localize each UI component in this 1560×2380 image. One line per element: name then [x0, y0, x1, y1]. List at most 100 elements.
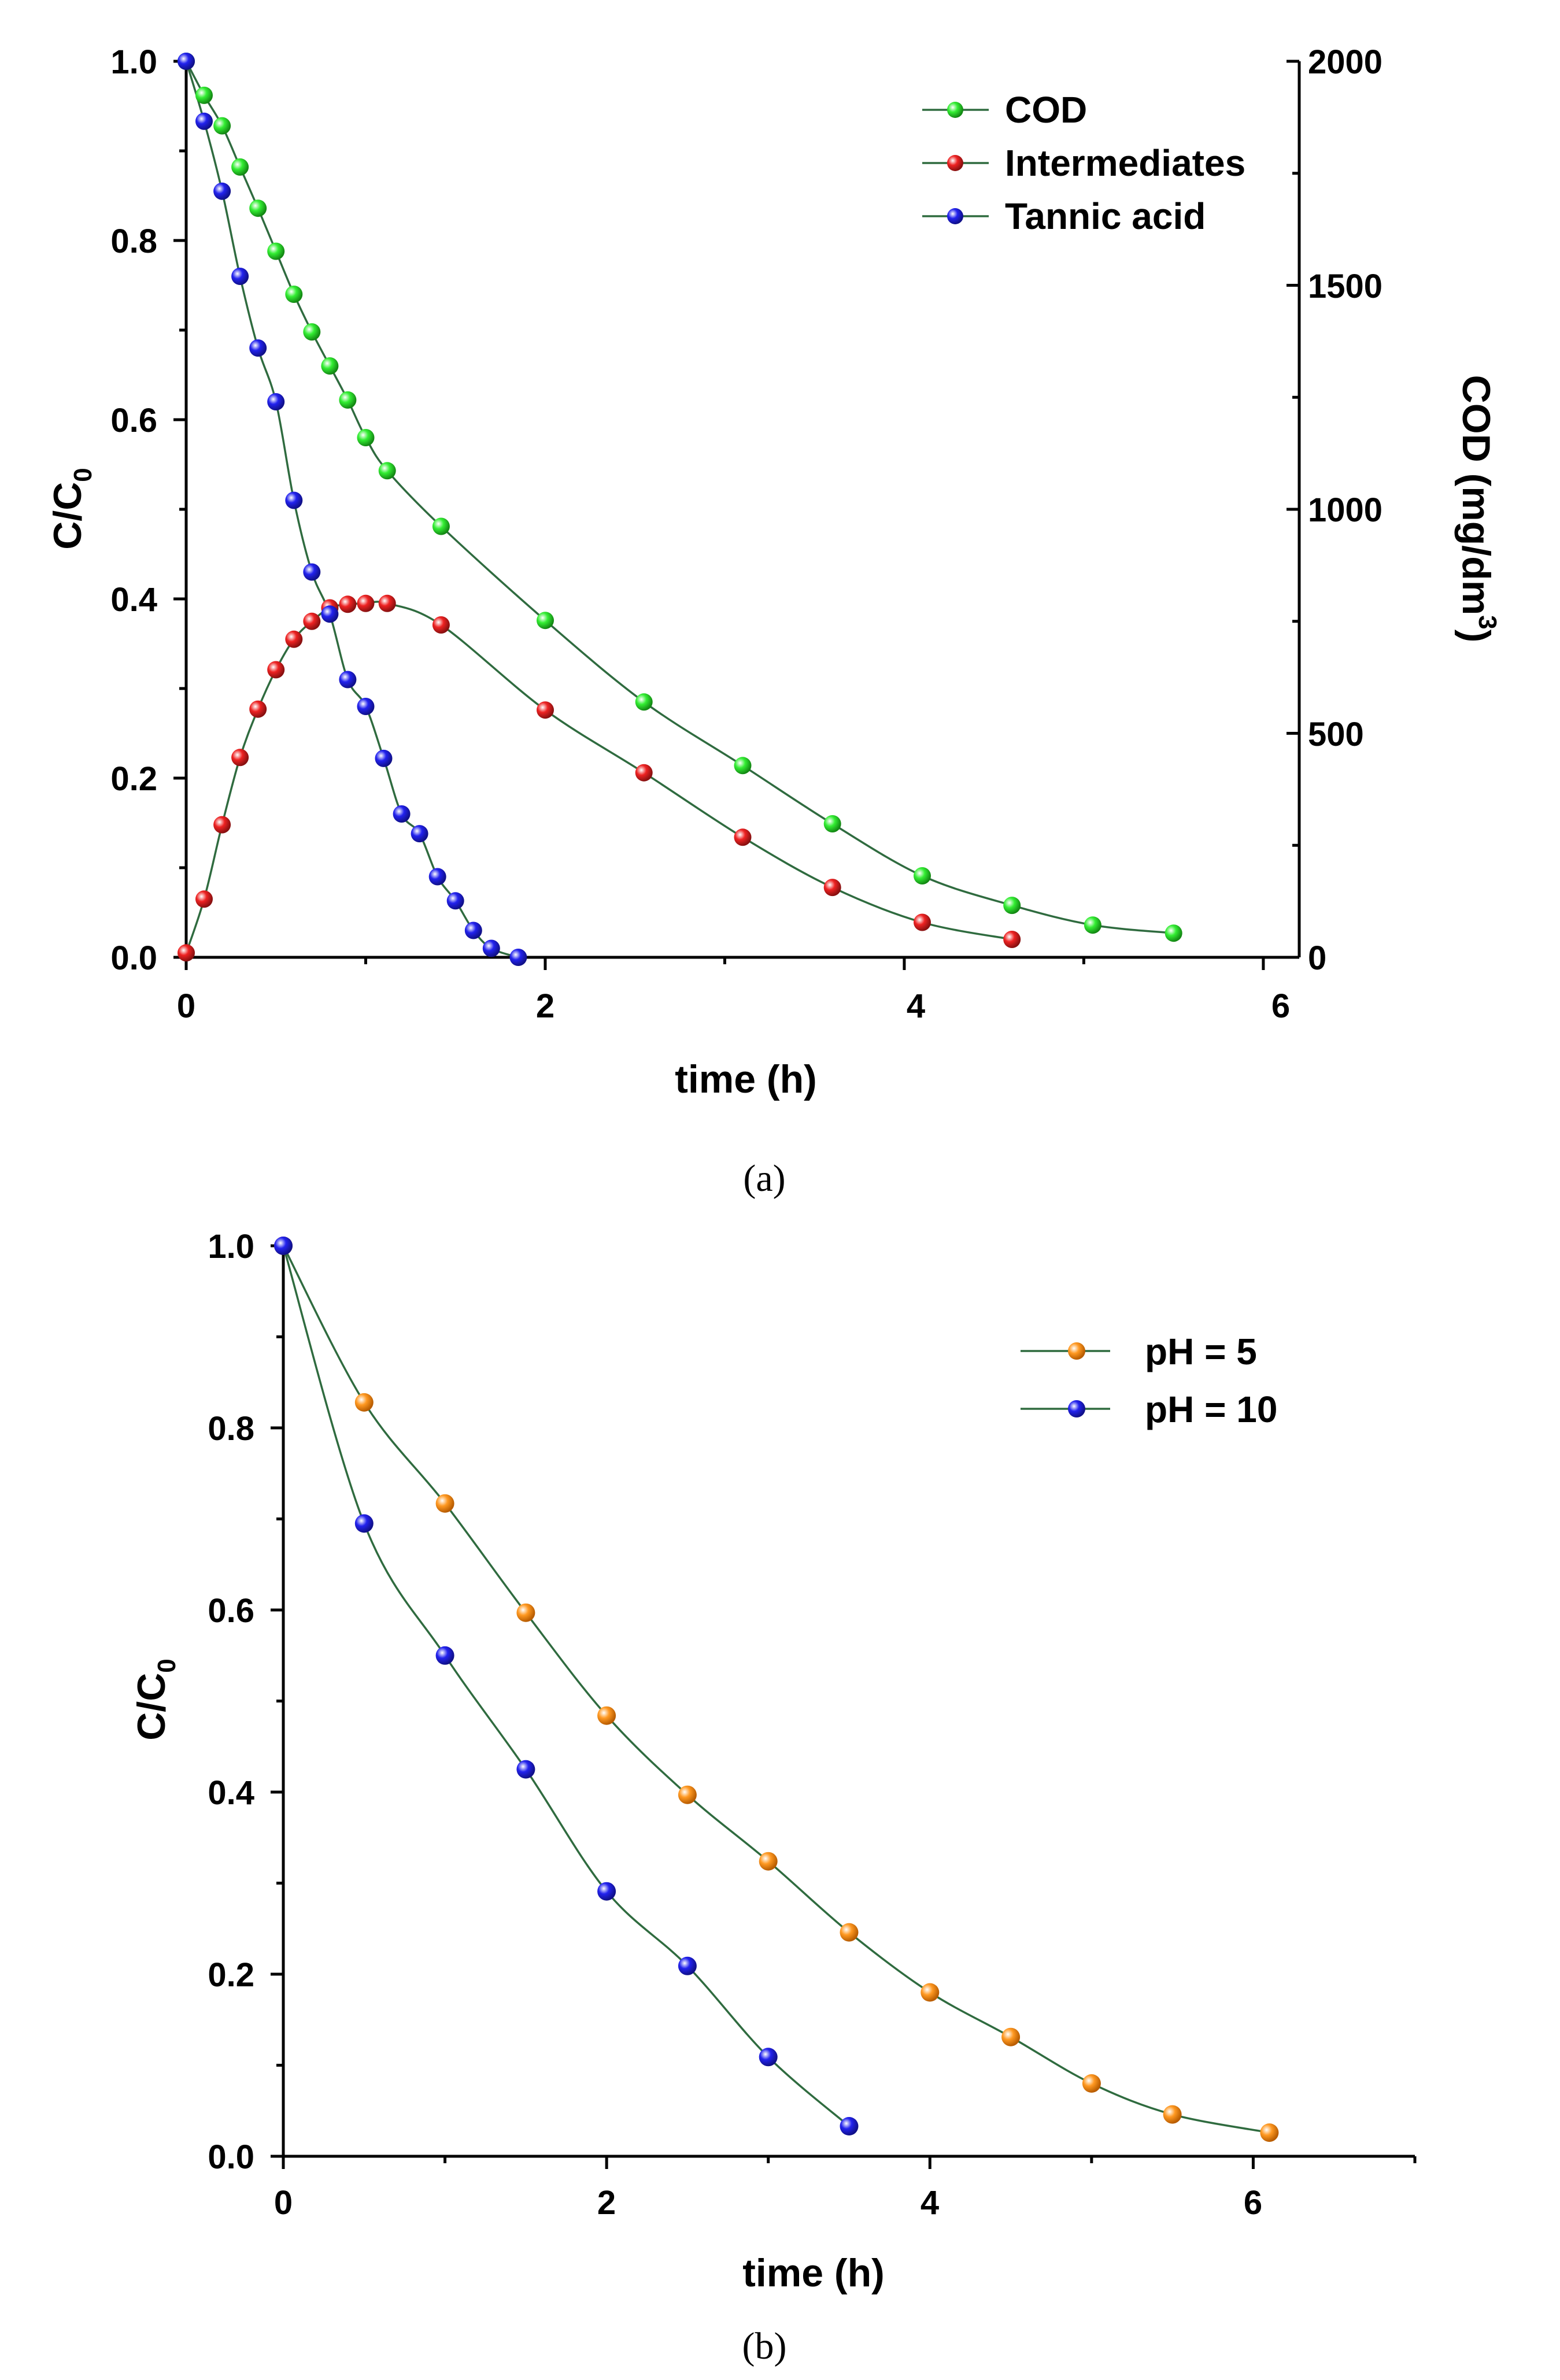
chart-b-y-axis-title-sub: 0 — [153, 1659, 181, 1672]
data-point-cod — [914, 867, 931, 884]
data-point-cod — [231, 158, 249, 176]
data-point-tannic-acid — [428, 868, 446, 886]
data-point-ph-5 — [840, 1923, 859, 1942]
legend-marker-ph5 — [1068, 1342, 1085, 1360]
chart-b-ytick-label: 0.0 — [208, 2138, 254, 2176]
data-point-ph-5 — [1001, 2027, 1021, 2046]
data-point-cod — [303, 323, 321, 341]
data-point-ph-5 — [678, 1785, 697, 1804]
data-point-cod — [432, 517, 450, 535]
data-point-tannic-acid — [482, 939, 500, 957]
data-point-cod — [1003, 897, 1021, 915]
data-point-cod — [357, 429, 375, 446]
chart-a-xtick-label: 0 — [177, 987, 195, 1025]
data-point-cod — [378, 462, 396, 480]
data-point-intermediates — [1003, 931, 1021, 948]
chart-a-panel-label: (a) — [743, 1157, 785, 1200]
data-point-cod — [1165, 924, 1182, 942]
series-line-ph-5 — [282, 1245, 1270, 2134]
chart-b-ytick-label: 0.2 — [208, 1956, 254, 1994]
data-point-ph-10 — [516, 1760, 535, 1779]
data-point-ph-5 — [1260, 2123, 1279, 2142]
data-point-ph-5 — [435, 1494, 454, 1513]
data-point-intermediates — [267, 661, 285, 679]
data-point-intermediates — [914, 913, 931, 931]
data-point-tannic-acid — [213, 182, 231, 200]
data-point-ph-5 — [516, 1603, 535, 1622]
chart-a-ytick-label: 0.0 — [110, 939, 157, 977]
data-point-tannic-acid — [411, 825, 428, 843]
data-point-cod — [213, 117, 231, 135]
data-point-intermediates — [285, 630, 303, 648]
legend-marker-cod — [947, 102, 963, 118]
chart-b-legend: pH = 5 pH = 10 — [1021, 1331, 1277, 1430]
chart-b-panel-label: (b) — [742, 2325, 787, 2367]
data-point-intermediates — [213, 816, 231, 834]
data-point-intermediates — [734, 828, 752, 846]
chart-a-markers — [178, 53, 1182, 966]
data-point-ph-10 — [435, 1646, 454, 1665]
series-line-intermediates — [185, 601, 1012, 953]
data-point-cod — [339, 391, 357, 409]
data-point-tannic-acid — [375, 749, 393, 767]
data-point-tannic-acid — [393, 805, 411, 823]
data-point-tannic-acid — [446, 892, 464, 910]
chart-b-ytick-label: 1.0 — [208, 1228, 254, 1265]
chart-a-y2tick-label: 500 — [1308, 716, 1364, 753]
legend-marker-tannic-acid — [947, 208, 963, 224]
data-point-cod — [249, 199, 267, 217]
chart-a-xtick-label: 2 — [536, 987, 554, 1025]
chart-a-y2tick-label: 1000 — [1308, 491, 1382, 529]
data-point-ph-5 — [921, 1983, 940, 2002]
data-point-intermediates — [339, 595, 357, 613]
data-point-ph-10 — [678, 1956, 697, 1975]
data-point-tannic-acid — [195, 112, 213, 130]
data-point-cod — [823, 815, 841, 832]
data-point-ph-10 — [840, 2117, 859, 2135]
chart-a-y2-axis-title-sup: 3 — [1473, 615, 1502, 629]
data-point-intermediates — [303, 612, 321, 630]
chart-a: 0 2 4 6 0.0 0.2 0.4 0.6 0.8 1.0 0 500 10… — [46, 43, 1502, 1200]
data-point-cod — [734, 757, 752, 775]
chart-b-ytick-label: 0.4 — [208, 1774, 254, 1812]
chart-a-y2tick-label: 0 — [1308, 939, 1326, 977]
chart-b-y-axis-title-main: C/C — [130, 1673, 173, 1741]
data-point-ph-10 — [354, 1514, 374, 1533]
chart-b-lines — [282, 1245, 1270, 2134]
chart-a-xtick-label: 6 — [1271, 987, 1290, 1025]
data-point-ph-5 — [597, 1706, 616, 1725]
chart-a-y-axis-title-main: C/C — [46, 482, 90, 550]
chart-a-ytick-label: 0.4 — [110, 581, 157, 619]
chart-a-y2-axis-title-main: COD (mg/dm — [1454, 375, 1498, 616]
chart-b-xtick-label: 4 — [921, 2184, 939, 2222]
chart-a-y-axis-title-sub: 0 — [69, 468, 97, 482]
chart-b-xtick-label: 2 — [597, 2184, 616, 2222]
chart-a-ytick-label: 0.6 — [110, 402, 157, 439]
chart-a-y2tick-label: 2000 — [1308, 43, 1382, 81]
chart-b-xtick-label: 0 — [274, 2184, 293, 2222]
legend-label-ph10: pH = 10 — [1145, 1389, 1277, 1430]
data-point-tannic-acid — [339, 671, 357, 689]
data-point-tannic-acid — [178, 53, 195, 70]
data-point-tannic-acid — [464, 921, 482, 939]
data-point-intermediates — [823, 879, 841, 897]
chart-b-xtick-label: 6 — [1244, 2184, 1262, 2222]
data-point-intermediates — [635, 764, 653, 782]
data-point-intermediates — [249, 700, 267, 718]
data-point-intermediates — [178, 944, 195, 962]
chart-a-x-axis-title: time (h) — [675, 1057, 817, 1101]
chart-b-y-axis-title: C/C0 — [130, 1659, 181, 1741]
data-point-cod — [195, 86, 213, 104]
chart-b-x-axis-title: time (h) — [742, 2251, 885, 2295]
data-point-tannic-acid — [509, 949, 527, 966]
chart-a-ytick-label: 0.8 — [110, 223, 157, 260]
data-point-tannic-acid — [267, 393, 285, 410]
data-point-cod — [537, 612, 554, 630]
chart-a-y2tick-label: 1500 — [1308, 268, 1382, 305]
data-point-intermediates — [432, 616, 450, 634]
chart-a-y2-axis-title-tail: ) — [1454, 630, 1498, 643]
chart-a-xtick-label: 4 — [907, 987, 925, 1025]
chart-a-legend: COD Intermediates Tannic acid — [922, 89, 1245, 237]
series-line-ph-10 — [282, 1245, 850, 2127]
